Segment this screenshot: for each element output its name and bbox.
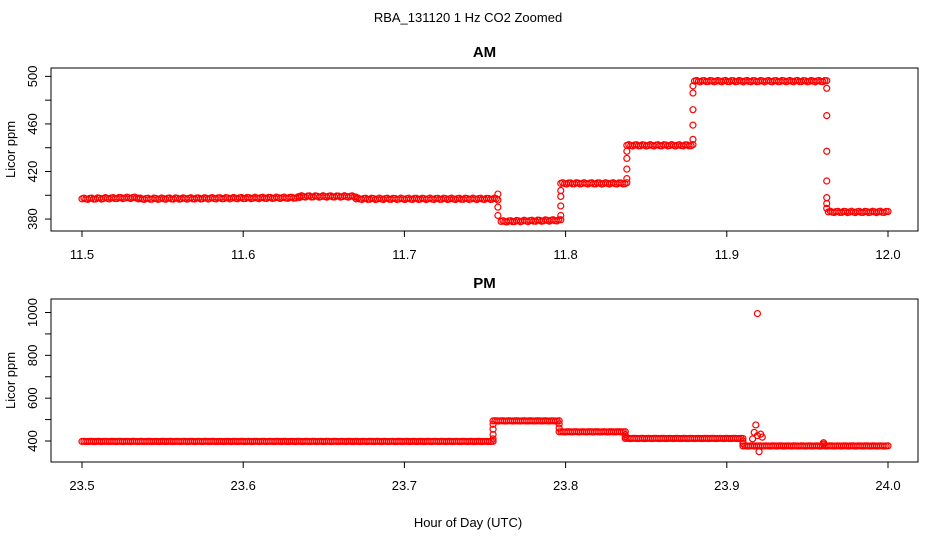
data-point [623,165,631,173]
data-point [492,195,500,203]
x-tick-label: 11.6 [231,247,255,262]
y-tick-label: 1000 [25,298,40,327]
y-tick-label: 500 [25,66,40,88]
data-point [557,202,565,210]
data-point [489,435,497,443]
data-point [823,147,831,155]
data-point [689,106,697,114]
data-point [884,442,892,450]
x-tick-label: 24.0 [875,478,900,493]
data-point [823,199,831,208]
data-point [755,448,763,456]
panel-title: PM [473,275,496,292]
plot-frame [50,67,919,232]
data-points [78,309,892,456]
x-axis-label: Hour of Day (UTC) [413,515,523,530]
data-point [689,135,697,143]
x-tick-label: 23.5 [69,478,94,493]
data-point [739,437,747,445]
y-axis-label: Licor ppm [3,121,18,178]
y-tick-label: 600 [25,387,40,409]
data-point [758,433,766,441]
data-point [752,421,760,429]
x-tick-label: 11.7 [392,247,416,262]
data-point [489,425,497,433]
data-point [823,194,831,202]
data-point [739,439,747,448]
data-point [753,309,762,318]
data-point [557,211,565,220]
y-tick-label: 460 [25,113,40,135]
panel-am: AM Licor ppm 11.5 11.6 11.7 11.8 11.9 12.0 380 42… [3,44,919,262]
data-point [494,196,502,204]
y-tick-label: 420 [25,161,40,183]
data-point [823,177,831,185]
data-point [557,192,565,201]
panel-title: AM [473,44,496,61]
data-point [823,84,831,92]
data-point [621,430,629,439]
plot-frame [50,298,919,463]
data-point [748,435,757,443]
data-point [557,186,565,195]
data-point [555,424,563,432]
data-point [489,420,497,428]
figure-title: RBA_131120 1 Hz CO2 Zoomed [373,10,563,25]
data-point [494,211,502,220]
data-point [689,121,697,129]
x-tick-label: 12.0 [875,247,900,262]
y-axis-label: Licor ppm [3,352,18,409]
x-tick-label: 23.6 [231,478,256,493]
data-point [739,434,747,443]
data-point [884,207,892,216]
data-point [623,175,631,183]
data-point [689,82,697,90]
x-tick-label: 11.5 [70,247,94,262]
data-point [823,112,831,120]
data-points [78,76,892,226]
data-point [623,154,631,163]
data-point [494,203,502,211]
data-point [555,417,563,425]
x-tick-label: 23.7 [392,478,417,493]
panel-pm: PM Licor ppm 23.5 23.6 23.7 23.8 23.9 24.0 400 60… [3,275,919,493]
x-tick-label: 23.9 [714,478,739,493]
x-tick-label: 11.9 [715,247,739,262]
data-point [823,77,831,85]
data-point [621,433,629,441]
data-point [555,420,563,428]
data-point [623,179,631,187]
x-tick-label: 11.8 [553,247,577,262]
data-point [689,141,697,149]
y-tick-label: 400 [25,430,40,452]
data-point [823,204,831,212]
data-point [689,89,697,97]
data-point [623,147,631,155]
data-point [489,437,497,445]
data-point [621,428,629,436]
y-tick-label: 800 [25,344,40,366]
x-tick-label: 23.8 [553,478,578,493]
data-point [489,430,497,439]
data-point [557,216,565,224]
data-point [819,440,828,448]
y-tick-label: 380 [25,208,40,230]
